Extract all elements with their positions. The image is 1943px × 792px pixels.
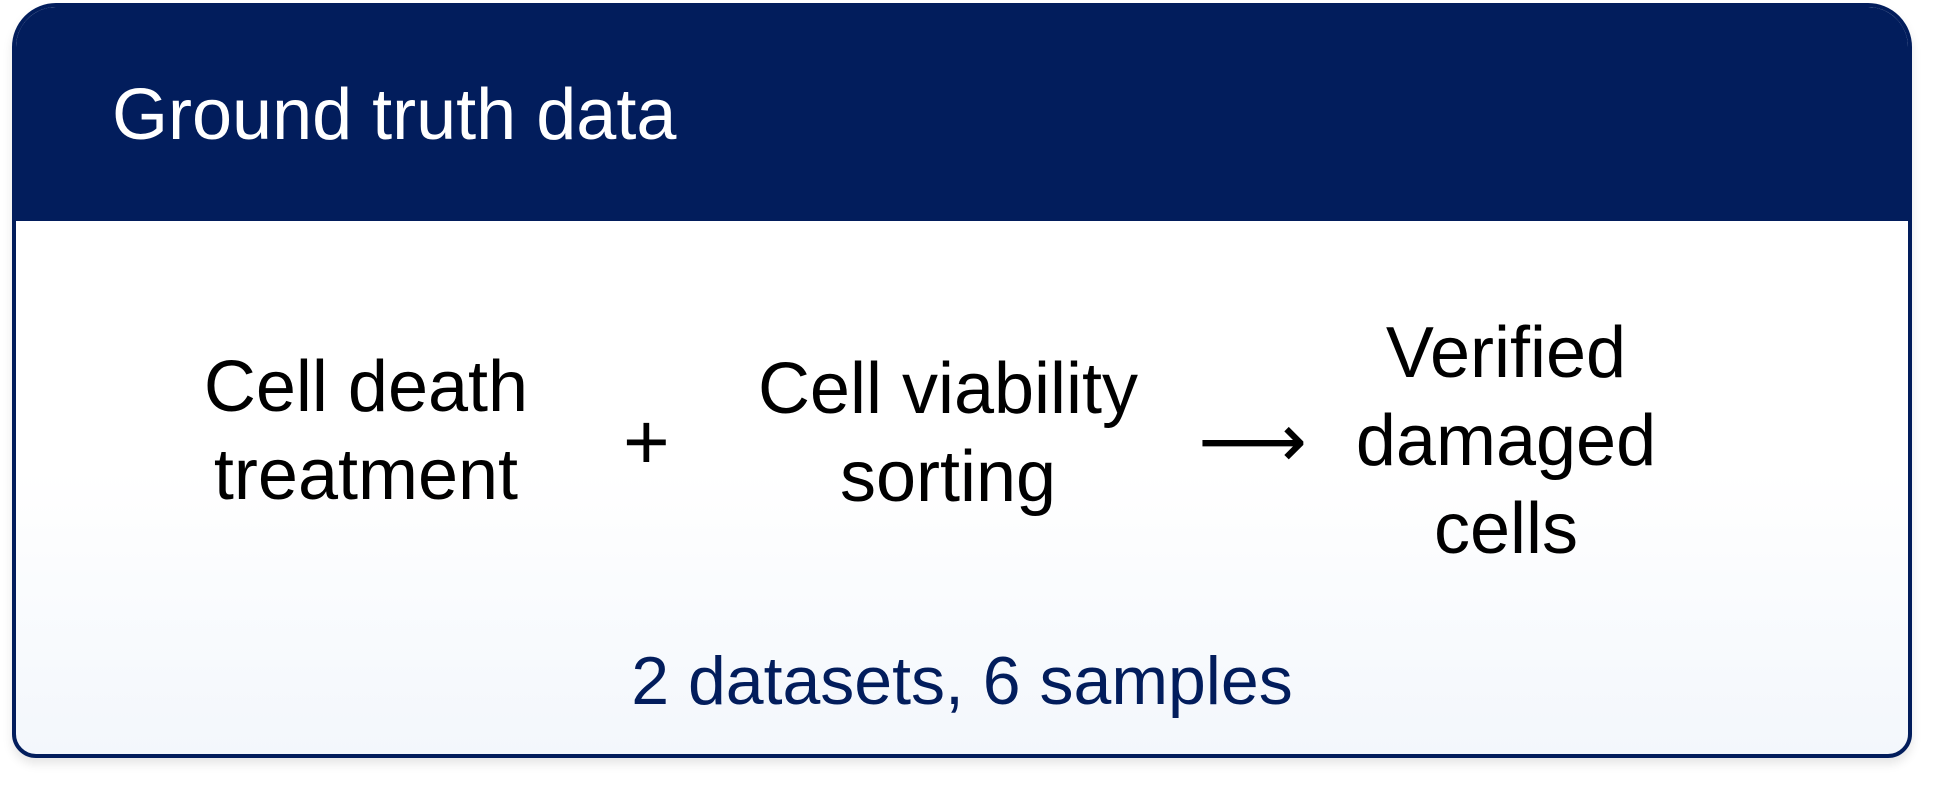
- card-title: Ground truth data: [112, 75, 677, 155]
- card-header: Ground truth data: [16, 7, 1908, 221]
- step-cell-death-treatment: Cell death treatment: [203, 347, 529, 515]
- step-verified-damaged-cells: Verified damaged cells: [1355, 313, 1657, 569]
- dataset-summary: 2 datasets, 6 samples: [631, 643, 1293, 719]
- arrow-right-icon: ⟶: [1198, 399, 1307, 484]
- ground-truth-card: Ground truth data Cell death treatment +…: [12, 3, 1912, 758]
- step-cell-viability-sorting: Cell viability sorting: [757, 349, 1139, 517]
- plus-symbol: +: [623, 397, 670, 486]
